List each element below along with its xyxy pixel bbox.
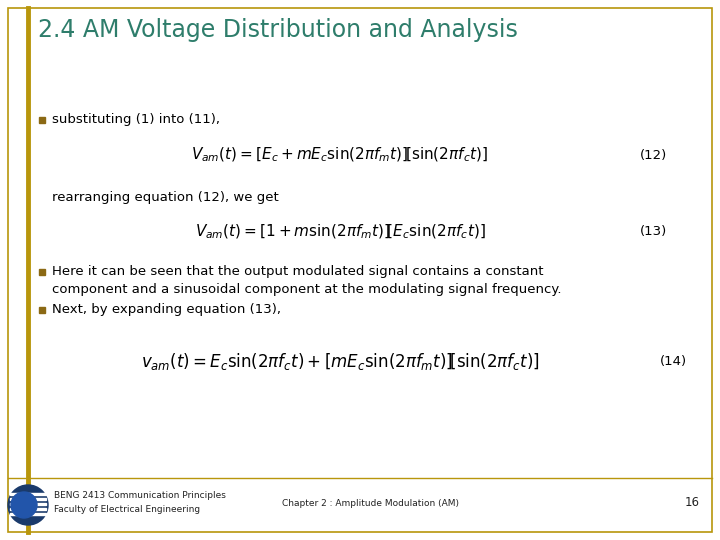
Text: $V_{am}(t) = \left[1 + m\sin(2\pi f_m t)\right]\!\left[E_c\sin(2\pi f_c t)\right: $V_{am}(t) = \left[1 + m\sin(2\pi f_m t)…: [194, 223, 485, 241]
Circle shape: [11, 492, 37, 518]
Bar: [10, 508, 46, 510]
Text: 16: 16: [685, 496, 700, 510]
Bar: [10, 512, 46, 515]
Text: rearranging equation (12), we get: rearranging equation (12), we get: [52, 191, 279, 204]
Text: (12): (12): [640, 148, 667, 161]
Text: Chapter 2 : Amplitude Modulation (AM): Chapter 2 : Amplitude Modulation (AM): [282, 498, 459, 508]
Text: (14): (14): [660, 355, 687, 368]
Bar: [10, 497, 46, 500]
Bar: [10, 503, 46, 504]
Text: Here it can be seen that the output modulated signal contains a constant: Here it can be seen that the output modu…: [52, 266, 544, 279]
Text: 2.4 AM Voltage Distribution and Analysis: 2.4 AM Voltage Distribution and Analysis: [38, 18, 518, 42]
Bar: [10, 492, 46, 495]
Text: BENG 2413 Communication Principles: BENG 2413 Communication Principles: [54, 491, 226, 501]
Text: substituting (1) into (11),: substituting (1) into (11),: [52, 113, 220, 126]
Text: (13): (13): [640, 226, 667, 239]
Text: $v_{am}(t) = E_c\sin(2\pi f_c t)+\left[mE_c\sin(2\pi f_m t)\right]\!\left[\sin(2: $v_{am}(t) = E_c\sin(2\pi f_c t)+\left[m…: [140, 352, 539, 373]
Circle shape: [8, 485, 48, 525]
Text: $V_{am}(t) = \left[E_c + mE_c\sin(2\pi f_m t)\right]\!\left[\sin(2\pi f_c t)\rig: $V_{am}(t) = \left[E_c + mE_c\sin(2\pi f…: [192, 146, 489, 164]
Text: Faculty of Electrical Engineering: Faculty of Electrical Engineering: [54, 505, 200, 515]
Text: Next, by expanding equation (13),: Next, by expanding equation (13),: [52, 303, 281, 316]
Text: component and a sinusoidal component at the modulating signal frequency.: component and a sinusoidal component at …: [52, 284, 562, 296]
